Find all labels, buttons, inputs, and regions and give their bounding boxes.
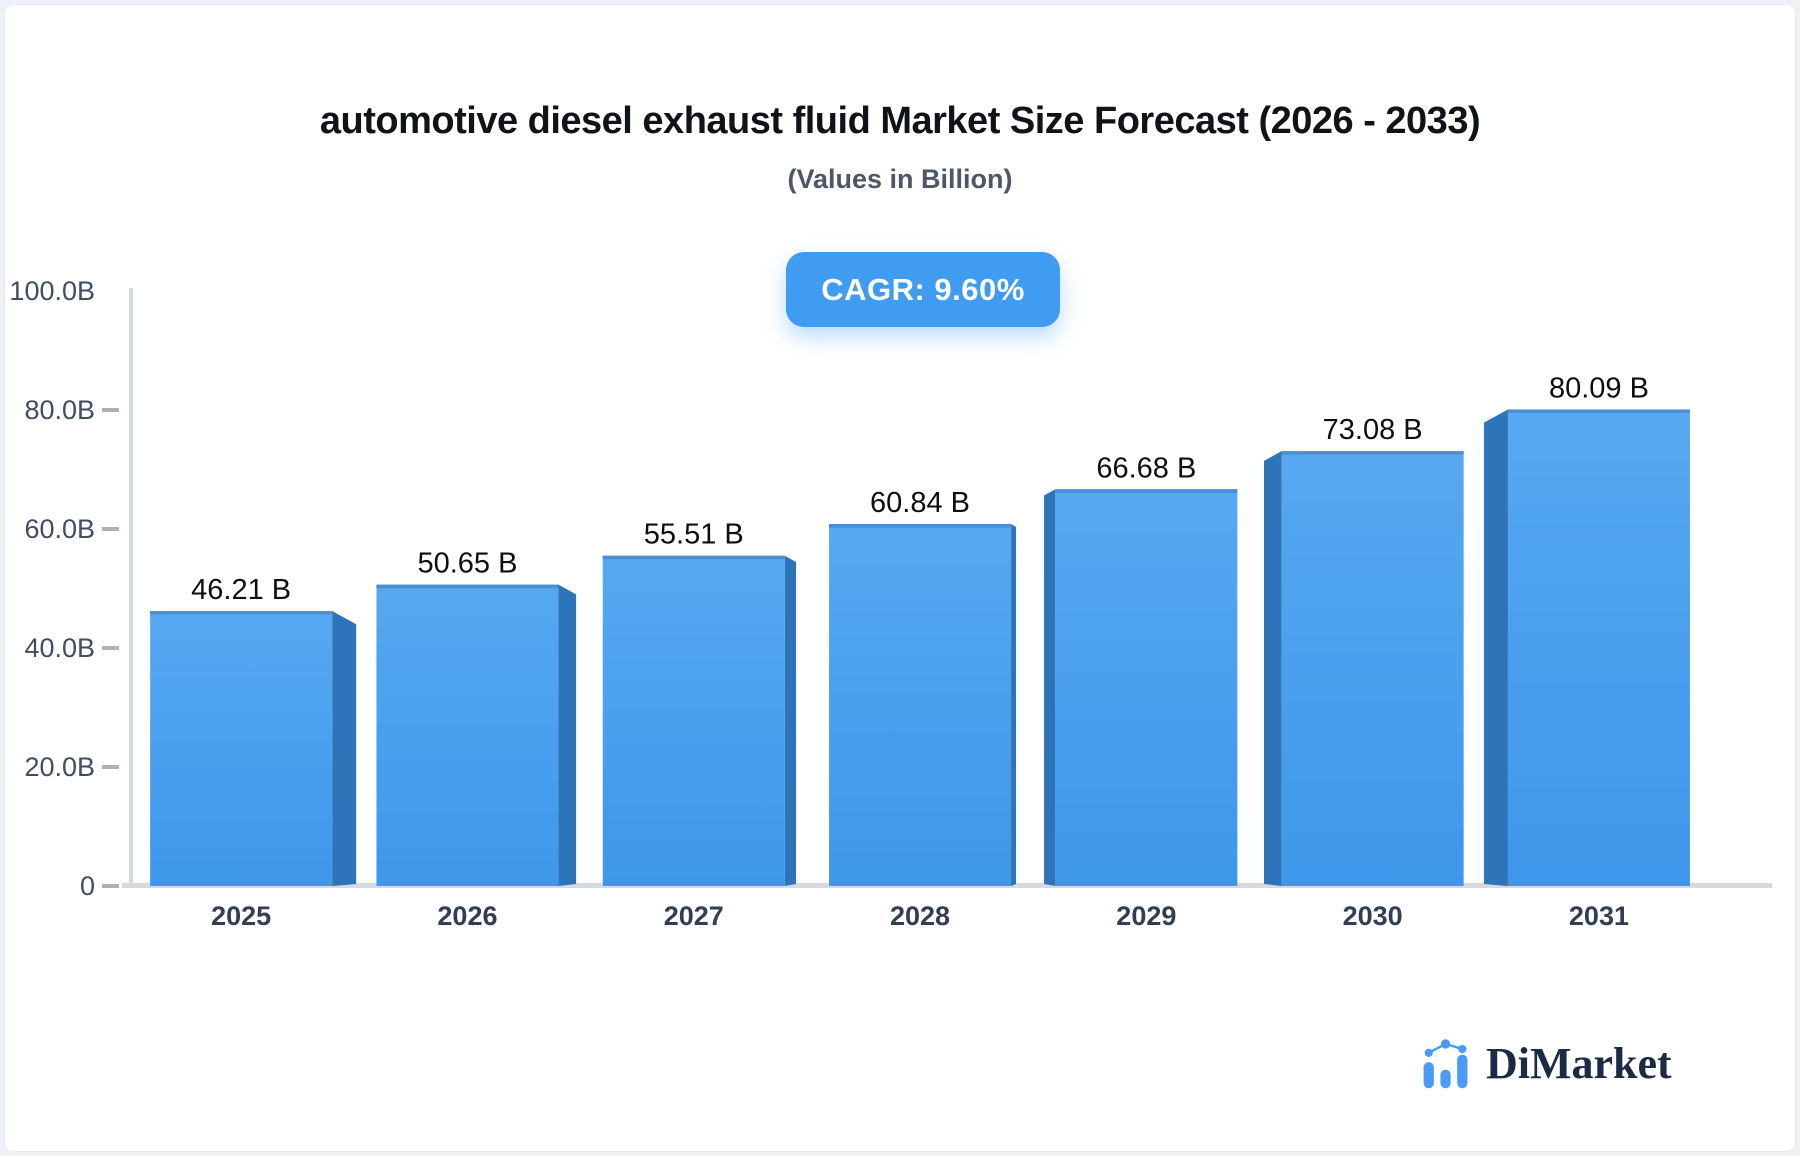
logo-bar-left	[1423, 1062, 1434, 1089]
y-axis-tick	[102, 408, 119, 412]
bar-top-edge	[602, 555, 785, 560]
bar-group-2025[interactable]: 46.21 B	[150, 574, 357, 886]
y-axis-line	[129, 288, 133, 886]
bar-value-label: 50.65 B	[417, 548, 517, 580]
y-axis-tick-label: 40.0B	[24, 633, 95, 663]
bar-side-face	[332, 611, 357, 886]
bar-top-edge	[150, 611, 333, 615]
bar-group-2028[interactable]: 60.84 B	[829, 487, 1017, 886]
bar-side-face	[1483, 409, 1508, 886]
y-axis-tick-label: 20.0B	[24, 752, 95, 782]
bar-group-2031[interactable]: 80.09 B	[1483, 372, 1690, 886]
logo-dot-left	[1424, 1048, 1433, 1057]
bar-top-edge	[1507, 409, 1690, 413]
y-axis-tick	[102, 646, 119, 650]
bar-side-face	[1263, 451, 1282, 886]
logo-dot-right	[1458, 1044, 1467, 1054]
bar-value-label: 66.68 B	[1096, 452, 1196, 484]
bar-face[interactable]	[1055, 489, 1238, 886]
brand-logo[interactable]: DiMarket	[1418, 1036, 1672, 1092]
bar-side-face	[1044, 489, 1056, 886]
bar-group-2026[interactable]: 50.65 B	[376, 548, 577, 886]
bar-face[interactable]	[829, 524, 1012, 886]
bar-face[interactable]	[150, 611, 333, 886]
bar-top-edge	[1281, 451, 1464, 455]
bar-value-label: 73.08 B	[1323, 414, 1423, 446]
bar-face[interactable]	[376, 584, 559, 886]
bar-value-label: 46.21 B	[191, 574, 291, 606]
y-axis-tick-label: 100.0B	[9, 276, 95, 306]
cagr-badge: CAGR: 9.60%	[786, 252, 1060, 327]
x-axis-label-2028: 2028	[890, 901, 950, 931]
bar-face[interactable]	[1507, 409, 1690, 886]
y-axis-tick	[102, 884, 119, 888]
bar-group-2029[interactable]: 66.68 B	[1044, 452, 1238, 886]
logo-dot-peak	[1440, 1039, 1451, 1049]
bar-top-edge	[829, 524, 1012, 528]
x-axis-label-2030: 2030	[1343, 901, 1403, 931]
y-axis-tick	[102, 765, 119, 769]
logo-bar-right	[1457, 1054, 1468, 1089]
x-axis-label-2029: 2029	[1116, 901, 1176, 931]
bar-side-face	[558, 584, 577, 886]
bar-value-label: 55.51 B	[644, 519, 744, 551]
chart-subtitle: (Values in Billion)	[787, 164, 1013, 194]
logo-bar-middle	[1440, 1069, 1451, 1089]
bar-top-edge	[376, 584, 559, 589]
bar-chart-logo-icon	[1423, 1039, 1468, 1089]
bar-face[interactable]	[602, 555, 785, 886]
bar-top-edge	[1055, 489, 1238, 493]
x-axis-label-2025: 2025	[211, 901, 271, 931]
bar-value-label: 60.84 B	[870, 487, 970, 519]
bar-side-face	[1011, 524, 1017, 886]
y-axis-tick-label: 0	[80, 871, 95, 901]
x-axis-label-2031: 2031	[1569, 901, 1629, 931]
x-axis-label-2026: 2026	[437, 901, 497, 931]
y-axis-tick-label: 80.0B	[24, 395, 95, 425]
bar-group-2027[interactable]: 55.51 B	[602, 519, 797, 886]
x-axis-label-2027: 2027	[664, 901, 724, 931]
bar-group-2030[interactable]: 73.08 B	[1263, 414, 1464, 886]
y-axis-tick	[102, 527, 119, 531]
bar-side-face	[784, 555, 797, 886]
bar-value-label: 80.09 B	[1549, 372, 1649, 404]
bar-face[interactable]	[1281, 451, 1464, 886]
chart-title: automotive diesel exhaust fluid Market S…	[319, 100, 1481, 142]
y-axis-tick-label: 60.0B	[24, 514, 95, 544]
brand-name: DiMarket	[1486, 1039, 1672, 1088]
